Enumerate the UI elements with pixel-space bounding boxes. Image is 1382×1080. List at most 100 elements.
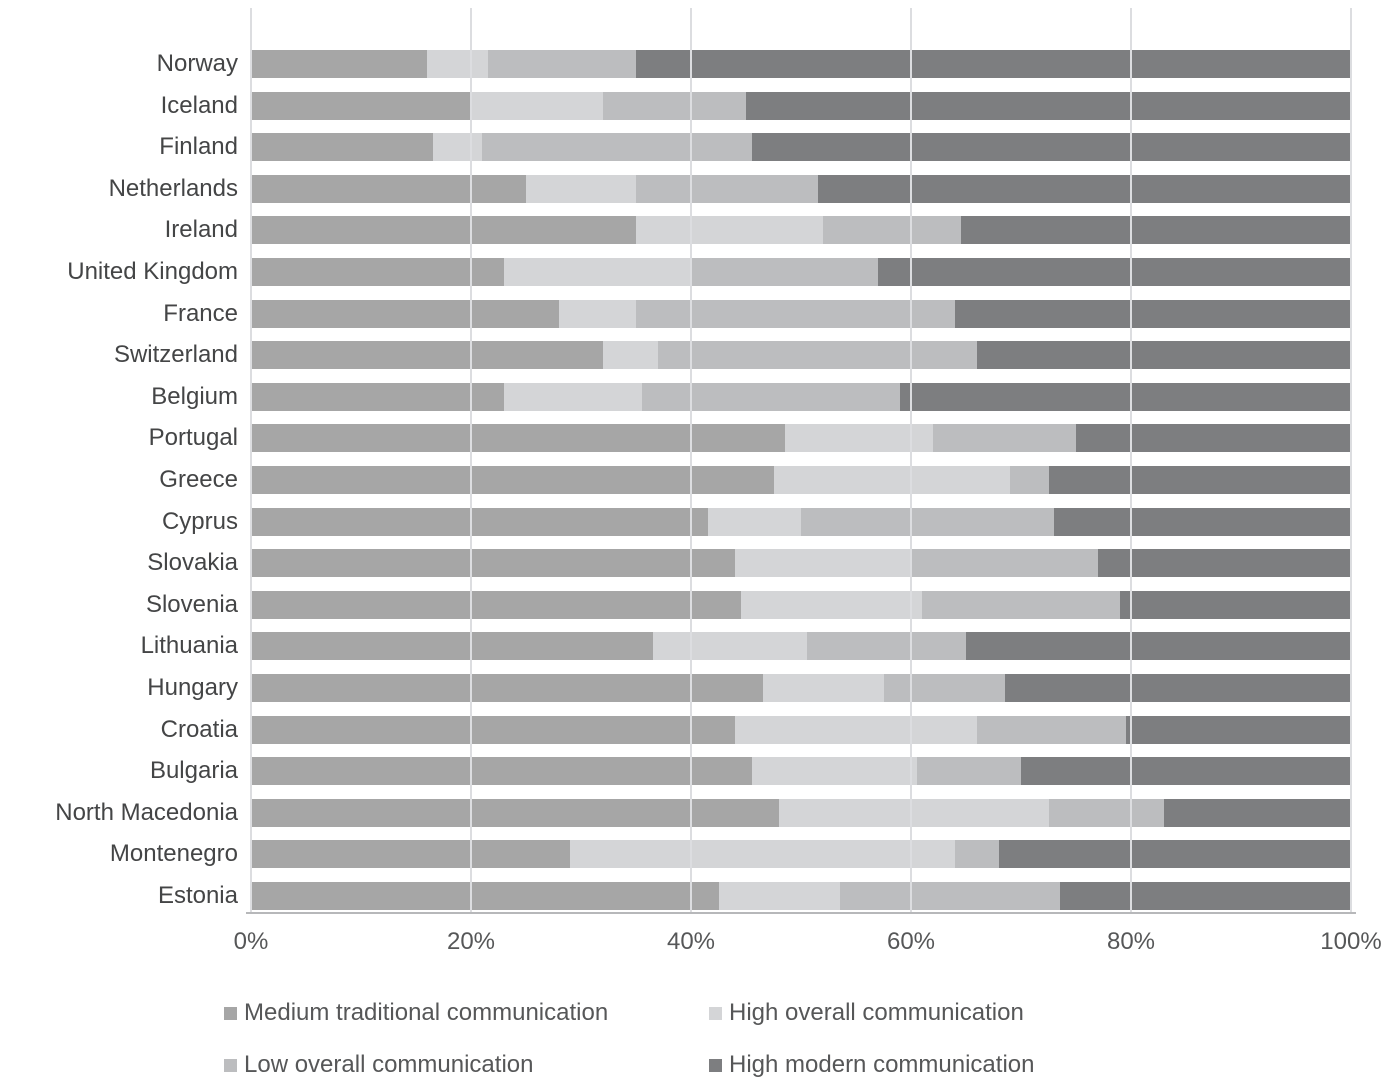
bar-segment-4 <box>817 174 1351 203</box>
bar-segment-1 <box>251 382 504 411</box>
bar-row <box>251 549 1351 578</box>
x-tick-label: 100% <box>1320 928 1382 955</box>
bar-segment-3 <box>636 174 818 203</box>
bar-segment-3 <box>691 258 878 286</box>
bar-segment-4 <box>636 50 1351 78</box>
bar-segment-2 <box>740 590 922 619</box>
bar-segment-3 <box>911 549 1098 578</box>
gridline <box>690 8 692 913</box>
bar-segment-4 <box>955 299 1351 328</box>
bar-row <box>251 299 1351 328</box>
bar-row <box>251 91 1351 120</box>
bar-row <box>251 757 1351 786</box>
bar-row <box>251 174 1351 203</box>
x-tick-label: 0% <box>233 928 269 955</box>
bar-segment-4 <box>1048 466 1351 494</box>
legend-item: High overall communication <box>709 998 1024 1028</box>
bar-segment-1 <box>251 798 779 827</box>
category-label: Cyprus <box>161 507 238 535</box>
bar-segment-4 <box>1004 674 1351 702</box>
bar-segment-2 <box>427 50 488 78</box>
legend-swatch-high-modern <box>709 1058 722 1072</box>
bar-segment-1 <box>251 299 559 328</box>
bar-segment-4 <box>1076 424 1351 453</box>
legend-swatch-high-overall <box>709 1006 722 1020</box>
bar-segment-2 <box>432 133 482 162</box>
gridline <box>1130 8 1132 913</box>
bar-segment-4 <box>878 258 1351 286</box>
bar-row <box>251 507 1351 536</box>
bar-segment-2 <box>504 382 642 411</box>
legend-label: High modern communication <box>729 1051 1035 1078</box>
bar-row <box>251 715 1351 744</box>
bar-segment-3 <box>482 133 752 162</box>
bar-segment-2 <box>707 507 801 536</box>
x-axis-line <box>246 912 1356 914</box>
category-label: Bulgaria <box>149 757 238 785</box>
bar-segment-1 <box>251 91 471 120</box>
category-label: Iceland <box>160 91 238 119</box>
bar-segment-2 <box>735 549 911 578</box>
bar-row <box>251 133 1351 162</box>
bar-segment-3 <box>977 715 1126 744</box>
bar-segment-3 <box>922 590 1120 619</box>
bar-row <box>251 341 1351 370</box>
legend-swatch-low-overall <box>224 1058 237 1072</box>
legend-item: Medium traditional communication <box>224 998 608 1028</box>
category-label: Hungary <box>147 674 238 701</box>
bar-segment-1 <box>251 341 603 370</box>
category-label: United Kingdom <box>67 258 238 285</box>
bar-segment-4 <box>751 133 1351 162</box>
legend-label: Low overall communication <box>244 1051 534 1078</box>
bar-segment-3 <box>658 341 977 370</box>
bar-segment-2 <box>718 882 840 910</box>
bar-segment-1 <box>251 50 427 78</box>
bar-segment-1 <box>251 549 735 578</box>
bar-row <box>251 674 1351 702</box>
bar-segment-4 <box>1120 590 1351 619</box>
bar-segment-3 <box>1048 798 1164 827</box>
bar-row <box>251 798 1351 827</box>
legend-item: Low overall communication <box>224 1050 533 1080</box>
bar-segment-1 <box>251 466 774 494</box>
category-label: Norway <box>156 50 238 77</box>
bar-segment-1 <box>251 258 504 286</box>
category-axis-labels: Norway Iceland Finland Netherlands Ireland Un… <box>0 8 238 913</box>
x-tick-label: 80% <box>1106 928 1156 955</box>
x-tick-label: 20% <box>446 928 496 955</box>
bar-segment-2 <box>471 91 603 120</box>
bar-segment-2 <box>636 216 823 245</box>
category-label: Slovakia <box>147 549 238 577</box>
category-label: Slovenia <box>145 590 238 618</box>
bar-row <box>251 840 1351 869</box>
bar-segment-2 <box>603 341 658 370</box>
bar-segment-3 <box>636 299 955 328</box>
bar-segment-1 <box>251 507 708 536</box>
bar-segment-1 <box>251 882 719 910</box>
category-label: Ireland <box>164 216 238 244</box>
bar-segment-2 <box>735 715 977 744</box>
bar-segment-4 <box>1164 798 1351 827</box>
bar-segment-2 <box>559 299 636 328</box>
legend-swatch-medium-traditional <box>224 1006 237 1020</box>
gridline <box>1350 8 1352 913</box>
gridline <box>250 8 252 913</box>
bar-segment-3 <box>839 882 1060 910</box>
x-tick-label: 40% <box>666 928 716 955</box>
x-axis-tick-labels: 0% 20% 40% 60% 80% 100% <box>234 928 1382 962</box>
bar-segment-3 <box>955 840 999 869</box>
bar-segment-2 <box>751 757 917 786</box>
bar-row <box>251 50 1351 78</box>
bar-segment-3 <box>801 507 1054 536</box>
category-label: Switzerland <box>113 341 238 369</box>
gridline <box>470 8 472 913</box>
bar-row <box>251 466 1351 494</box>
bar-row <box>251 882 1351 910</box>
bar-segment-2 <box>526 174 636 203</box>
bar-segment-1 <box>251 632 653 661</box>
bar-segment-4 <box>1125 715 1351 744</box>
gridline <box>910 8 912 913</box>
bar-segment-1 <box>251 674 763 702</box>
bar-segment-4 <box>1059 882 1351 910</box>
category-label: Finland <box>159 133 238 161</box>
